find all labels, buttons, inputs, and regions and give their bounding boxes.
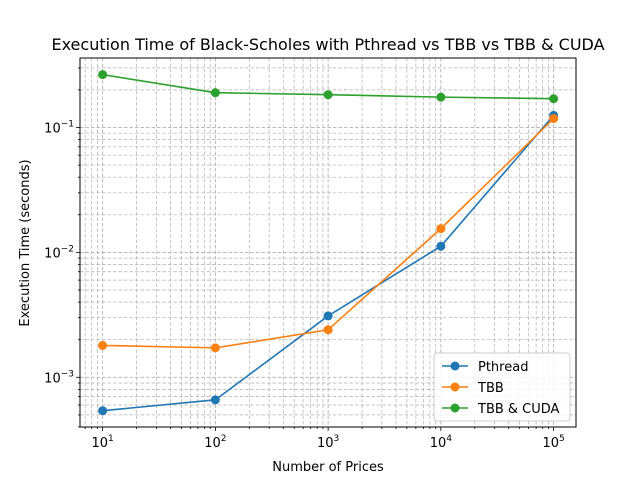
data-point-tbb-cuda xyxy=(98,70,108,80)
x-axis-label: Number of Prices xyxy=(272,460,384,475)
series-pthread xyxy=(98,110,559,416)
data-point-tbb xyxy=(323,325,333,335)
data-point-pthread xyxy=(436,241,446,251)
series-layer xyxy=(98,70,559,416)
data-point-tbb-cuda xyxy=(436,92,446,102)
axis-ticks: 101 102 103 104 105 10−3 10−2 10−1 xyxy=(44,67,565,451)
y-tick-label: 10−3 xyxy=(44,369,74,386)
data-point-pthread xyxy=(98,406,108,416)
y-tick-label: 10−2 xyxy=(44,244,74,261)
x-tick-label: 104 xyxy=(430,434,453,451)
x-tick-label: 102 xyxy=(204,434,226,451)
legend-swatch-marker xyxy=(450,361,460,371)
x-tick-label: 105 xyxy=(542,434,564,451)
data-point-tbb-cuda xyxy=(549,94,559,104)
legend-item-pthread: Pthread xyxy=(442,360,528,375)
legend-item-tbb: TBB xyxy=(442,381,504,396)
legend-swatch-marker xyxy=(450,382,460,392)
data-point-pthread xyxy=(210,395,220,405)
x-tick-label: 103 xyxy=(317,434,339,451)
legend-label: Pthread xyxy=(478,360,528,375)
legend-box xyxy=(433,352,571,422)
grid xyxy=(80,58,576,428)
data-point-tbb xyxy=(210,343,220,353)
x-tick-label: 101 xyxy=(91,434,113,451)
legend-item-tbb-cuda: TBB & CUDA xyxy=(442,402,560,417)
series-tbb xyxy=(98,114,559,353)
data-point-tbb-cuda xyxy=(210,88,220,98)
data-point-tbb-cuda xyxy=(323,90,333,100)
data-point-pthread xyxy=(323,311,333,321)
y-tick-label: 10−1 xyxy=(44,119,74,136)
legend-label: TBB xyxy=(477,381,504,396)
legend: Pthread TBB TBB & CUDA xyxy=(433,352,571,422)
chart-title: Execution Time of Black-Scholes with Pth… xyxy=(51,35,604,54)
data-point-tbb xyxy=(436,224,446,234)
data-point-tbb xyxy=(549,114,559,124)
y-axis-label: Execution Time (seconds) xyxy=(18,159,33,326)
legend-swatch-marker xyxy=(450,403,460,413)
legend-label: TBB & CUDA xyxy=(477,402,560,417)
data-point-tbb xyxy=(98,340,108,350)
series-tbb-cuda xyxy=(98,70,559,104)
